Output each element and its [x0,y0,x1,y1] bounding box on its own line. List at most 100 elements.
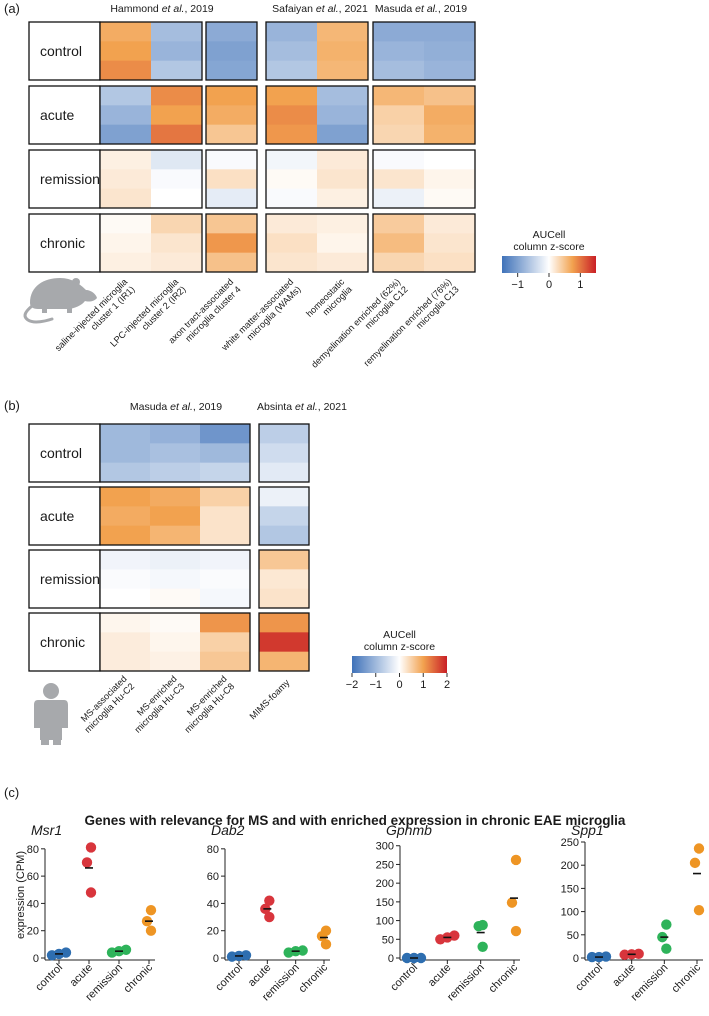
b-cell [259,550,310,570]
c-y-tick-label: 200 [376,878,394,890]
c-point [60,947,72,958]
a-block-border [265,149,369,209]
b-legend-tick-label: 1 [420,679,426,691]
a-cell [151,41,203,62]
c-x-tick-label: acute [426,962,454,990]
c-y-tick-label: 20 [207,926,219,938]
c-gene-title: Dab2 [211,822,245,838]
b-cell [150,651,201,672]
a-source-author: Hammond [110,3,161,15]
c-point [689,857,701,869]
a-block-border [205,21,258,81]
a-cell [266,86,318,106]
b-cell [259,569,310,590]
c-point [85,842,97,853]
a-cell [151,233,203,254]
a-cond-acute: acute [40,107,74,123]
b-cell [100,424,151,444]
b-cell [200,462,251,483]
c-point [661,943,672,954]
a-cell [424,22,476,42]
a-source-author: Masuda [375,3,415,15]
a-cell [100,214,152,234]
c-title: Genes with relevance for MS and with enr… [85,813,626,828]
c-point [297,945,308,956]
c-y-tick-label: 250 [561,837,579,849]
b-block-border [258,486,310,546]
b-cell [100,632,151,653]
b-cell [200,651,251,672]
b-source: Absinta et al., 2021 [257,401,347,413]
b-cell [259,443,310,464]
c-y-tick-label: 0 [573,953,579,965]
a-cell [373,41,425,62]
panel-b: (b) control acute remission chronic Masuda et… [4,398,450,745]
a-cell [373,124,425,145]
a-cond-box-remission [28,149,101,209]
b-cell [100,487,151,507]
b-column-label: MIMS-foamy [248,677,292,721]
a-cell [266,150,318,170]
b-cell [100,506,151,527]
b-cell [150,462,201,483]
b-cell [150,613,201,633]
c-point [477,919,488,931]
a-cell [151,86,203,106]
a-cell [206,41,258,62]
c-point [145,905,157,916]
mouse-icon-leg [42,307,47,313]
a-cell [206,233,258,254]
a-block-border [205,149,258,209]
a-cond-control: control [40,43,82,59]
c-point [264,895,275,906]
c-y-tick-label: 40 [207,898,219,910]
a-source: Safaiyan et al., 2021 [272,3,368,15]
a-cell [373,86,425,106]
a-cell [266,233,318,254]
b-block-border [99,549,251,609]
a-cell [266,214,318,234]
b-cell [100,613,151,633]
a-cell [424,188,476,209]
a-cell [266,105,318,126]
a-cell [317,105,369,126]
a-block-border [372,149,476,209]
c-y-tick-label: 80 [207,844,219,856]
c-y-tick-label: 80 [27,844,39,856]
a-cell [151,60,203,81]
b-block-border [99,423,251,483]
mouse-icon-ear [72,278,80,286]
c-x-tick-label: control [388,962,420,994]
b-legend-title: AUCell [383,629,416,641]
panel-a: (a) control acute remission chronic Hammond e… [4,1,596,370]
a-cell [424,105,476,126]
c-x-tick-label: chronic [670,961,704,995]
b-cell [100,569,151,590]
c-y-tick-label: 150 [376,897,394,909]
a-cell [100,150,152,170]
b-cell [150,443,201,464]
a-cell [317,124,369,145]
b-cell [150,550,201,570]
a-cell [424,124,476,145]
c-label: (c) [4,785,19,800]
b-cell [259,588,310,609]
b-cond-box-remission [28,549,101,609]
b-cond-control: control [40,445,82,461]
a-cell [151,22,203,42]
b-source-year: , 2021 [318,401,347,413]
a-cell [266,124,318,145]
b-cell [259,613,310,633]
a-cell [100,169,152,190]
b-cell [100,588,151,609]
a-cell [317,169,369,190]
b-column-label: MS-associatedmicroglia Hu-C2 [75,674,136,735]
b-cell [259,424,310,444]
b-cell [259,651,310,672]
b-cond-acute: acute [40,508,74,524]
b-block-border [258,549,310,609]
b-cond-box-acute [28,486,101,546]
b-cell [150,632,201,653]
a-block-border [265,21,369,81]
c-y-tick-label: 0 [33,953,39,965]
